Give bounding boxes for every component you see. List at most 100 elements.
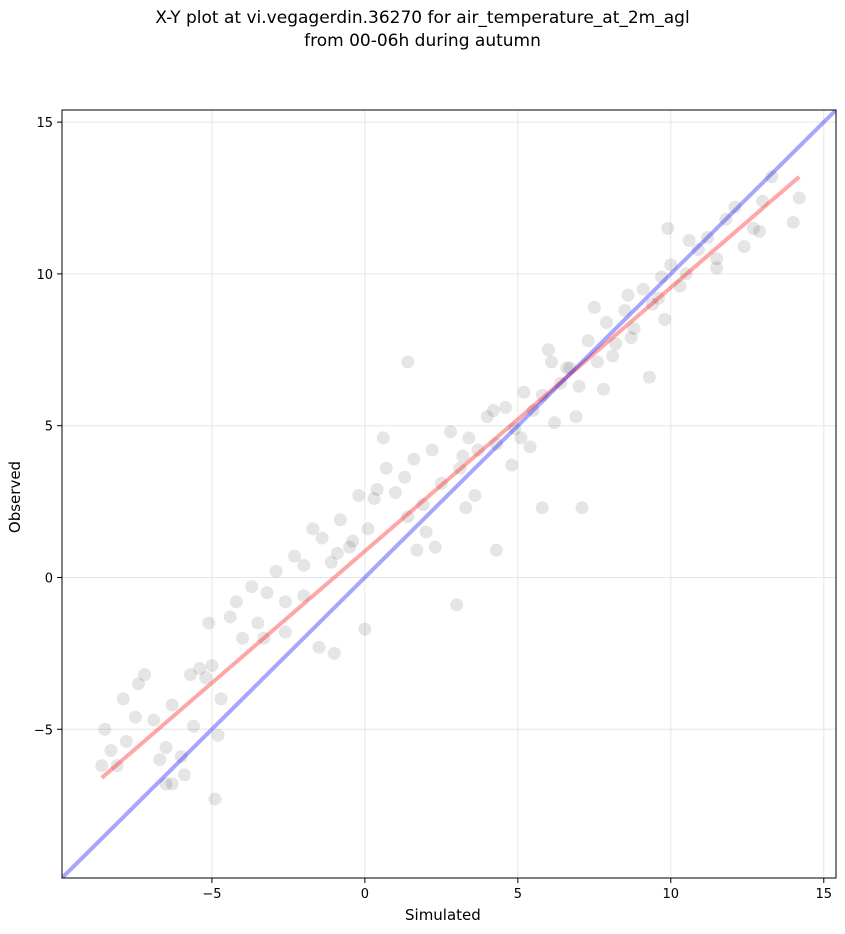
data-point	[358, 622, 372, 636]
data-point	[343, 540, 357, 554]
data-point	[514, 431, 528, 445]
data-point	[691, 243, 705, 257]
data-point	[278, 595, 292, 609]
data-point	[523, 440, 537, 454]
data-point	[333, 513, 347, 527]
data-point	[587, 300, 601, 314]
data-point	[251, 616, 265, 630]
data-point	[297, 558, 311, 572]
data-point	[367, 492, 381, 506]
data-point	[575, 501, 589, 515]
data-point	[563, 361, 577, 375]
data-point	[746, 221, 760, 235]
data-point	[450, 598, 464, 612]
data-point	[581, 334, 595, 348]
grid-layer	[62, 110, 836, 878]
data-point	[444, 425, 458, 439]
data-point	[199, 671, 213, 685]
data-point	[131, 677, 145, 691]
data-point	[183, 668, 197, 682]
data-point	[398, 470, 412, 484]
data-point	[682, 234, 696, 248]
x-tick-label: 0	[361, 887, 369, 902]
data-point	[489, 543, 503, 557]
data-point	[165, 777, 179, 791]
data-point	[710, 252, 724, 266]
x-tick-label: 5	[514, 887, 522, 902]
data-point	[541, 343, 555, 357]
data-point	[327, 646, 341, 660]
data-point	[425, 443, 439, 457]
data-point	[278, 625, 292, 639]
data-point	[138, 668, 152, 682]
y-tick-label: 5	[45, 420, 53, 435]
data-point	[416, 498, 430, 512]
data-point	[330, 546, 344, 560]
data-point	[606, 349, 620, 363]
data-point	[679, 267, 693, 281]
data-point	[419, 525, 433, 539]
data-point	[526, 404, 540, 418]
data-point	[737, 240, 751, 254]
data-point	[618, 303, 632, 317]
data-point	[596, 382, 610, 396]
data-point	[636, 282, 650, 296]
data-point	[324, 555, 338, 569]
data-point	[205, 659, 219, 673]
data-point	[544, 355, 558, 369]
data-point	[104, 744, 118, 758]
data-point	[719, 212, 733, 226]
data-point	[229, 595, 243, 609]
data-point	[792, 191, 806, 205]
axes-frame	[61, 109, 837, 879]
data-point	[165, 698, 179, 712]
data-point	[600, 315, 614, 329]
regression-line	[100, 175, 801, 780]
data-point	[468, 489, 482, 503]
data-point	[407, 452, 421, 466]
data-point	[505, 458, 519, 472]
data-point	[624, 331, 638, 345]
data-point	[710, 261, 724, 275]
data-point	[177, 768, 191, 782]
data-point	[223, 610, 237, 624]
fit-lines	[62, 110, 836, 878]
data-point	[471, 443, 485, 457]
data-point	[245, 580, 259, 594]
x-axis-ticks: −5 0 5 10 15	[202, 878, 832, 902]
data-point	[548, 416, 562, 430]
data-point	[98, 722, 112, 736]
y-axis-ticks: −5 0 5 10 15	[34, 116, 62, 738]
chart-subtitle: from 00-06h during autumn	[304, 31, 541, 51]
data-point	[128, 710, 142, 724]
data-point	[159, 777, 173, 791]
data-point	[428, 540, 442, 554]
data-point	[642, 370, 656, 384]
data-point	[753, 224, 767, 238]
data-point	[315, 531, 329, 545]
data-point	[728, 200, 742, 214]
data-point	[119, 734, 133, 748]
data-point	[486, 404, 500, 418]
data-point	[554, 376, 568, 390]
data-point	[361, 522, 375, 536]
data-point	[459, 501, 473, 515]
data-point	[621, 288, 635, 302]
data-point	[499, 400, 513, 414]
x-tick-label: −5	[202, 887, 221, 902]
data-point	[95, 759, 109, 773]
identity-line	[62, 110, 836, 878]
data-point	[187, 719, 201, 733]
data-point	[202, 616, 216, 630]
chart-title: X-Y plot at vi.vegagerdin.36270 for air_…	[155, 8, 690, 28]
data-point	[664, 258, 678, 272]
data-point	[306, 522, 320, 536]
data-point	[388, 485, 402, 499]
y-tick-label: 15	[36, 116, 53, 131]
data-point	[379, 461, 393, 475]
data-point	[489, 437, 503, 451]
data-point	[627, 322, 641, 336]
data-point	[701, 230, 715, 244]
